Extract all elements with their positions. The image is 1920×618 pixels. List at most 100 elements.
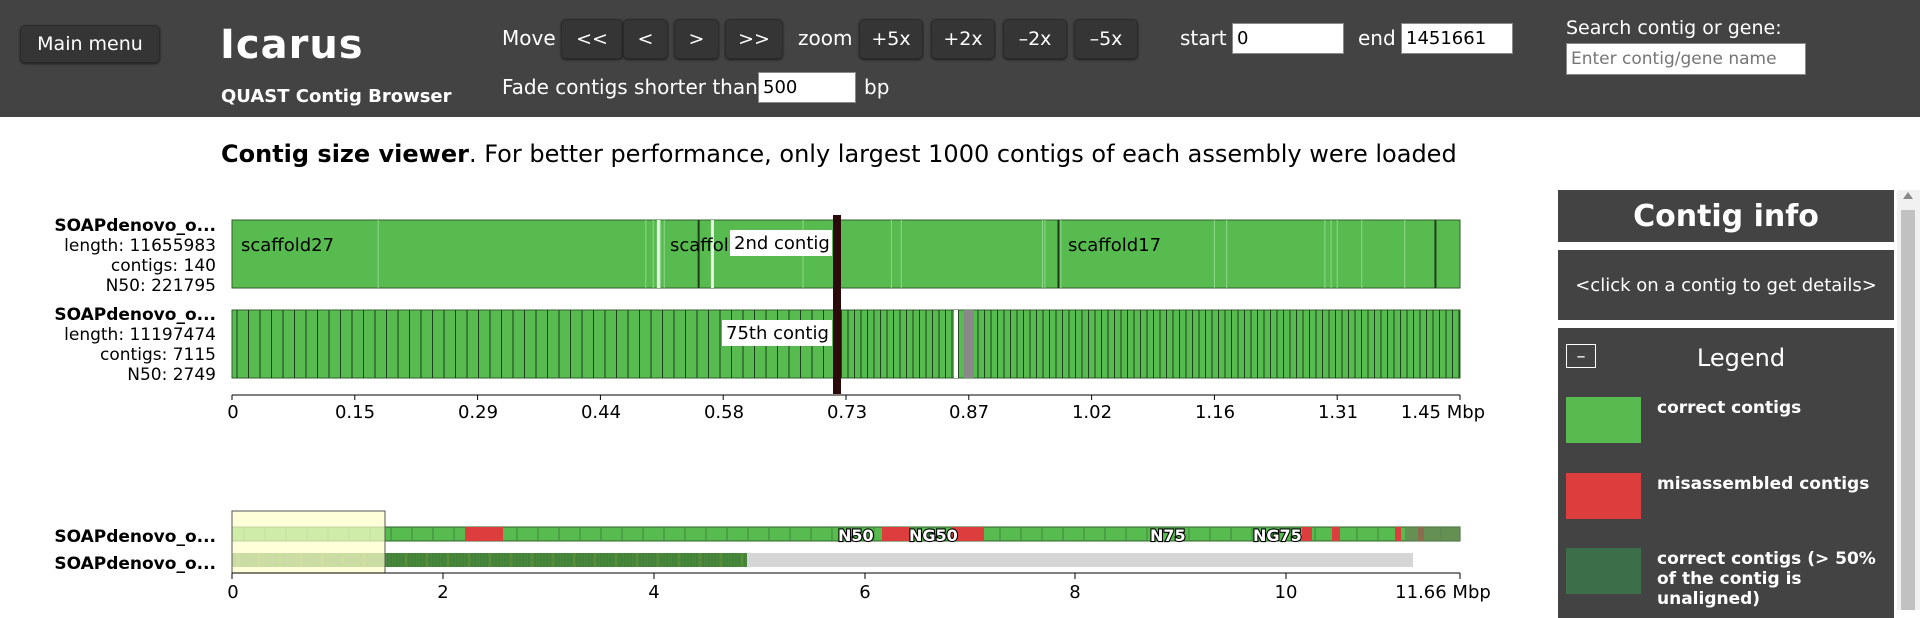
overview-tick: 4 [648, 582, 660, 603]
assembly-1-lane[interactable] [231, 219, 1461, 289]
detail-axis-ticks [231, 395, 1461, 400]
zoom-in-5x-button[interactable]: +5x [859, 19, 923, 59]
detail-tick: 1.31 [1317, 402, 1359, 423]
overview-name-text: SOAPdenovo_o... [54, 554, 216, 574]
assembly-contigs: contigs: 7115 [100, 345, 216, 365]
misassembled-segment [952, 527, 984, 541]
search-input[interactable] [1566, 43, 1806, 75]
start-input[interactable] [1232, 23, 1344, 54]
top-toolbar: Main menu Icarus QUAST Contig Browser Mo… [0, 0, 1920, 117]
notice-text: . For better performance, only largest 1… [468, 140, 1457, 168]
overview-name-text: SOAPdenovo_o... [54, 527, 216, 547]
misassembled-segment [882, 527, 910, 541]
contig-label-scaffold17: scaffold17 [1068, 235, 1161, 256]
fade-threshold-input[interactable] [758, 72, 856, 103]
detail-tick: 1.45 Mbp [1400, 402, 1486, 423]
legend-swatch-unaligned [1566, 548, 1641, 594]
overview-tick: 10 [1274, 582, 1298, 603]
detail-tick: 0.87 [948, 402, 990, 423]
assembly-2-lane[interactable] [231, 309, 1461, 379]
move-far-right-button[interactable]: >> [725, 19, 783, 59]
app-title: Icarus [220, 22, 364, 68]
overview-assembly-1-name[interactable]: SOAPdenovo_o... [54, 527, 216, 547]
assembly-length: length: 11197474 [64, 325, 216, 345]
overview-tick: 2 [437, 582, 449, 603]
overview-tick: 11.66 Mbp [1395, 582, 1491, 603]
assembly-n50: N50: 2749 [127, 365, 216, 385]
faded-contig [963, 310, 974, 378]
tooltip-bg-1 [730, 230, 832, 256]
overview-assembly-2-name[interactable]: SOAPdenovo_o... [54, 554, 216, 574]
legend-label-misassembled: misassembled contigs [1657, 474, 1870, 494]
assembly-1-info: SOAPdenovo_o... length: 11655983 contigs… [54, 216, 216, 296]
contig-detail-view[interactable]: scaffold27 scaffol scaffold17 2nd contig… [0, 0, 1540, 400]
app-subtitle: QUAST Contig Browser [221, 86, 452, 107]
assembly-length: length: 11655983 [64, 236, 216, 256]
gap-marker [954, 310, 959, 378]
legend-panel: – Legend correct contigs misassembled co… [1558, 328, 1894, 618]
ng75-marker: NG75 [1253, 526, 1302, 545]
detail-tick: 1.02 [1071, 402, 1113, 423]
end-input[interactable] [1401, 23, 1513, 54]
misassembled-segment [465, 527, 503, 541]
main-menu-button[interactable]: Main menu [20, 25, 160, 63]
detail-tick: 0.73 [826, 402, 868, 423]
overview-tick: 8 [1069, 582, 1081, 603]
search-label: Search contig or gene: [1566, 17, 1782, 39]
contig-info-hint: <click on a contig to get details> [1575, 274, 1877, 296]
position-cursor[interactable] [833, 215, 841, 394]
legend-collapse-button[interactable]: – [1566, 344, 1596, 368]
tooltip-75th-contig: 75th contig [726, 323, 829, 344]
move-left-button[interactable]: < [623, 19, 668, 59]
detail-tick: 0.58 [703, 402, 745, 423]
scroll-thumb[interactable] [1901, 210, 1915, 610]
mixed-segment [1405, 527, 1460, 541]
sidebar-scrollbar[interactable] [1897, 190, 1920, 610]
zoom-in-2x-button[interactable]: +2x [931, 19, 995, 59]
fade-unit-label: bp [864, 75, 890, 99]
assembly-name[interactable]: SOAPdenovo_o... [54, 216, 216, 236]
end-label: end [1358, 26, 1396, 50]
detail-tick: 0 [227, 402, 239, 423]
legend-label-correct: correct contigs [1657, 398, 1802, 418]
misassembled-segment [1302, 527, 1312, 541]
move-label: Move [502, 26, 556, 50]
performance-notice: Contig size viewer. For better performan… [221, 140, 1457, 168]
assembly-name[interactable]: SOAPdenovo_o... [54, 305, 216, 325]
overview-markers: N50 NG50 N75 NG75 [837, 525, 1303, 546]
assembly-contigs: contigs: 140 [110, 256, 216, 276]
n50-marker: N50 [838, 526, 874, 545]
notice-title: Contig size viewer [221, 140, 469, 168]
overview-tick: 0 [227, 582, 239, 603]
zoom-label: zoom [798, 26, 853, 50]
overview-lane-1[interactable] [231, 526, 1461, 542]
overview-viewport[interactable] [231, 510, 386, 574]
contig-info-panel: <click on a contig to get details> [1558, 250, 1894, 320]
n75-marker: N75 [1150, 526, 1186, 545]
ng50-marker: NG50 [909, 526, 958, 545]
legend-swatch-misassembled [1566, 473, 1641, 519]
start-label: start [1180, 26, 1227, 50]
right-sidebar: Contig info <click on a contig to get de… [1558, 190, 1894, 618]
zoom-out-5x-button[interactable]: –5x [1074, 19, 1138, 59]
small-contig [656, 220, 660, 288]
contig-info-title: Contig info [1633, 198, 1819, 234]
zoom-out-2x-button[interactable]: –2x [1003, 19, 1067, 59]
legend-label-unaligned: correct contigs (> 50% of the contig is … [1657, 549, 1876, 609]
move-right-button[interactable]: > [674, 19, 719, 59]
collapse-minus-icon: – [1576, 345, 1586, 367]
small-contig [710, 220, 714, 288]
misassembled-segment [1332, 527, 1340, 541]
move-far-left-button[interactable]: << [561, 19, 623, 59]
scroll-up-arrow-icon[interactable] [1903, 192, 1913, 199]
contig-label-scaffold27: scaffold27 [241, 235, 334, 256]
assembly-2-info: SOAPdenovo_o... length: 11197474 contigs… [54, 305, 216, 385]
misassembled-segment [1395, 527, 1401, 541]
contig-overview[interactable]: N50 NG50 N75 NG75 [0, 500, 1540, 610]
overview-axis-ticks [231, 573, 1461, 579]
overview-lane-2[interactable] [231, 553, 1413, 567]
detail-tick: 0.44 [580, 402, 622, 423]
contig-info-header: Contig info [1558, 190, 1894, 242]
overview-tick: 6 [859, 582, 871, 603]
tooltip-bg-2 [722, 320, 832, 346]
